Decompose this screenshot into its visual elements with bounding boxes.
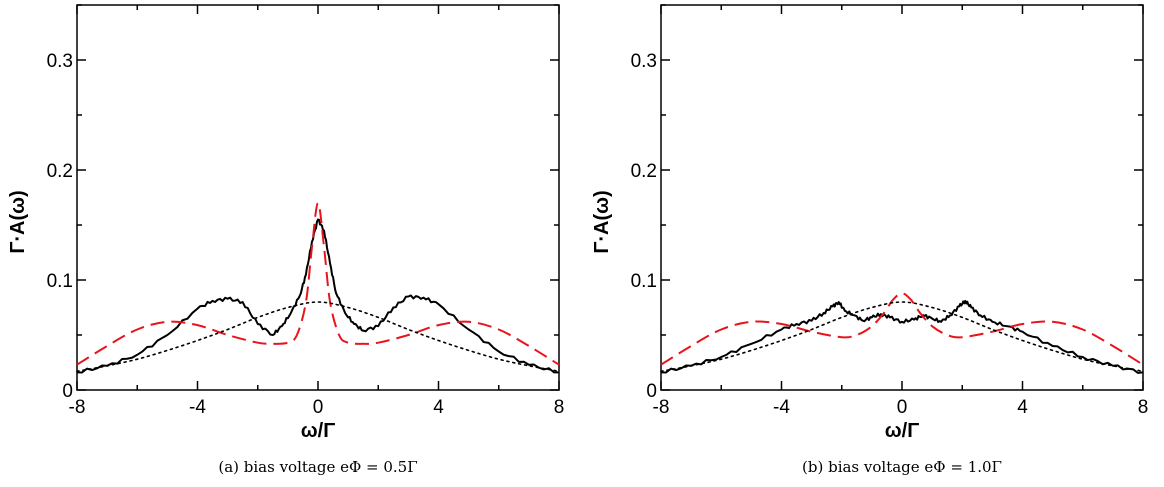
y-axis-title-b: Γ·A(ω) [591,190,613,253]
x-tick-label: 0 [897,397,908,418]
x-axis-title-b: ω/Γ [885,420,919,442]
y-tick-label: 0.2 [631,161,657,182]
x-tick-label: 4 [433,397,444,418]
y-tick-label: 0 [62,381,73,402]
y-tick-label: 0.2 [47,161,73,182]
x-axis-title-a: ω/Γ [301,420,335,442]
x-tick-label: 8 [554,397,565,418]
series-layer-b [660,292,1144,374]
panel-b: -8 -4 0 4 8 0 0.1 0.2 0.3 ω/Γ Γ·A(ω) (b) bias vo… [591,4,1149,476]
ticks-layer-b: -8 -4 0 4 8 0 0.1 0.2 0.3 [631,4,1149,418]
plot-frame-a [76,4,560,391]
y-tick-label: 0.1 [631,271,657,292]
series-line-solid-b [660,299,1144,374]
series-line-dashed-b [660,292,1144,366]
y-tick-label: 0.1 [47,271,73,292]
y-tick-label: 0.3 [47,51,73,72]
x-tick-label: -8 [69,397,86,418]
series-line-dotted-b [660,301,1144,373]
x-tick-label: 0 [313,397,324,418]
series-layer-a [76,202,560,374]
ticks-layer-a: -8 -4 0 4 8 0 0.1 0.2 0.3 [47,4,565,418]
x-tick-label: -4 [773,397,790,418]
x-tick-label: 4 [1017,397,1028,418]
x-tick-label: -8 [653,397,670,418]
y-tick-label: 0.3 [631,51,657,72]
caption-a: (a) bias voltage eΦ = 0.5Γ [218,458,417,476]
caption-b: (b) bias voltage eΦ = 1.0Γ [802,458,1002,476]
y-axis-title-a: Γ·A(ω) [7,190,29,253]
series-line-solid-a [76,218,560,374]
x-tick-label: -4 [189,397,206,418]
series-line-dashed-a [76,202,560,366]
plot-frame-b [660,4,1144,391]
panel-a: -8 -4 0 4 8 0 0.1 0.2 0.3 ω/Γ Γ·A(ω) (a) bias vo… [7,4,565,476]
x-tick-label: 8 [1138,397,1149,418]
series-line-dotted-a [76,301,560,373]
y-tick-label: 0 [646,381,657,402]
